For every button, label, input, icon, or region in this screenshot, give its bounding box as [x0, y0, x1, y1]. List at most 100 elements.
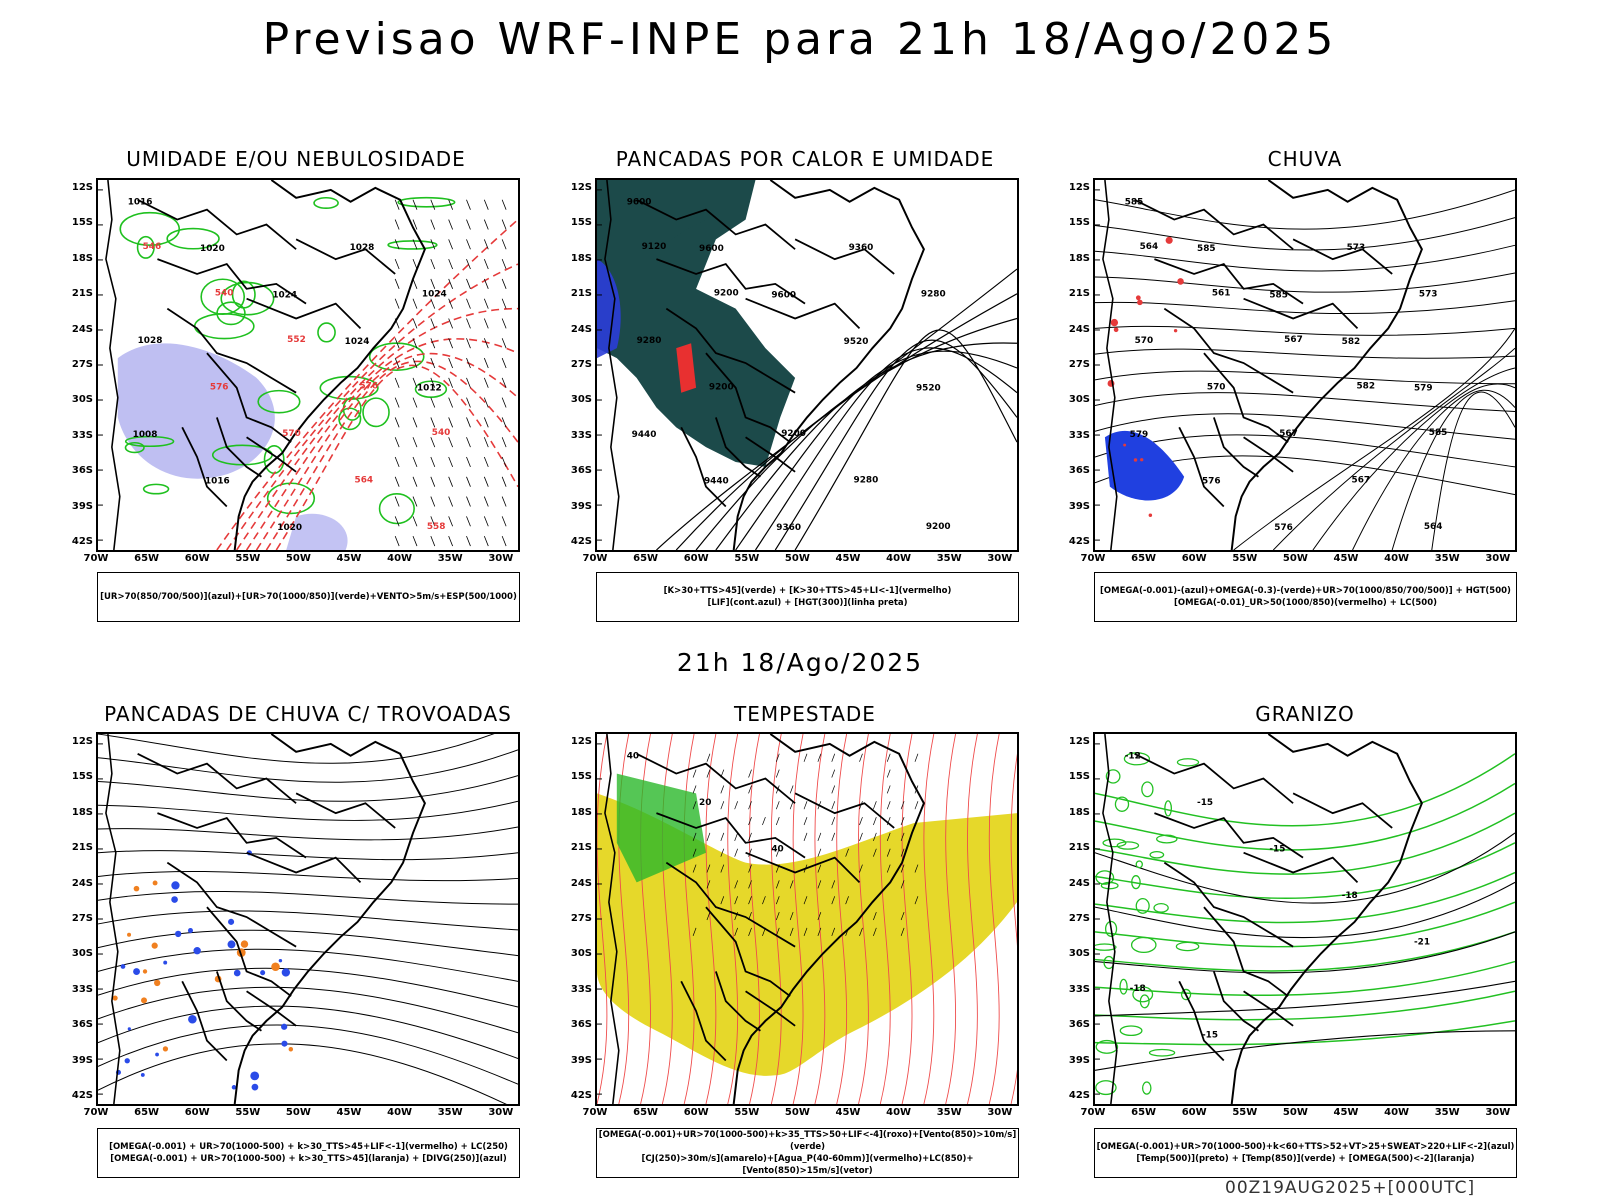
- latitude-tick-label: 18S: [71, 252, 93, 264]
- longitude-tick-label: 70W: [1080, 1107, 1106, 1118]
- longitude-tick-label: 70W: [582, 1107, 608, 1118]
- legend-line: [LIF](cont.azul) + [HGT(300)](linha pret…: [707, 598, 908, 608]
- longitude-tick-label: 65W: [1131, 1107, 1157, 1118]
- panel-legend: [OMEGA(-0.001)+UR>70(1000-500)+k<60+TTS>…: [1094, 1128, 1517, 1178]
- coastline: [732, 180, 925, 550]
- longitude-tick-label: 50W: [285, 1107, 311, 1118]
- longitude-tick-label: 45W: [835, 1107, 861, 1118]
- contour-label: 540: [215, 289, 234, 299]
- latitude-tick-label: 33S: [570, 429, 592, 441]
- longitude-tick-label: 55W: [235, 553, 261, 564]
- latitude-tick-label: 12S: [71, 182, 93, 193]
- longitude-tick-label: 35W: [936, 1107, 962, 1118]
- panel-legend: [K>30+TTS>45](verde) + [K>30+TTS>45+LI<-…: [596, 572, 1019, 622]
- latitude-tick-label: 27S: [570, 359, 592, 370]
- map-canvas: [98, 734, 518, 1104]
- contour-label: 576: [360, 382, 379, 392]
- contour-label: 582: [1342, 337, 1361, 347]
- map-canvas: 1016 1020 1024 1024 1012 1008 1016 1020 1028 1024…: [98, 180, 518, 550]
- contour-label: 9200: [926, 522, 951, 532]
- contour-label: 9280: [921, 290, 946, 300]
- contour-label: 1028: [138, 336, 163, 346]
- latitude-tick-label: 15S: [71, 771, 93, 783]
- latitude-tick-label: 21S: [1068, 842, 1090, 854]
- latitude-tick-label: 36S: [1068, 1019, 1090, 1031]
- longitude-tick-label: 60W: [683, 1107, 709, 1118]
- longitude-tick-label: 35W: [437, 553, 463, 564]
- contour-label: 585: [1429, 428, 1448, 438]
- contour-label: 40: [627, 752, 639, 762]
- contour-label: 570: [1207, 383, 1226, 393]
- contour-label: 1024: [345, 337, 370, 347]
- contour-label: 564: [1424, 522, 1443, 532]
- latitude-tick-label: 36S: [71, 465, 93, 477]
- map-canvas: 40 20 40: [597, 734, 1017, 1104]
- contour-label: 552: [287, 335, 306, 345]
- latitude-tick-label: 24S: [570, 323, 592, 335]
- forecast-map: 585 585 585 582 579 579 576 576 573 573 570 570 567 5…: [1093, 178, 1517, 552]
- legend-line: [OMEGA(-0.01)_UR>50(1000/850)(vermelho) …: [1173, 598, 1438, 608]
- contour-label: 9600: [627, 198, 652, 208]
- latitude-tick-label: 36S: [570, 465, 592, 477]
- legend-line: [OMEGA(-0.001)+UR>70(1000-500)+k>35_TTS>…: [598, 1130, 1017, 1152]
- latitude-tick-label: 24S: [570, 877, 592, 889]
- rain-area: [1104, 430, 1185, 501]
- latitude-tick-label: 21S: [570, 842, 592, 854]
- latitude-tick-label: 21S: [71, 842, 93, 854]
- contour-label: 570: [1135, 336, 1154, 346]
- contour-label: -12: [1125, 752, 1141, 762]
- panel-title: CHUVA: [1267, 147, 1343, 171]
- contour-label: 585: [1197, 244, 1216, 254]
- contour-label: 9520: [844, 337, 869, 347]
- run-info-label: 00Z19AUG2025+[000UTC]: [1225, 1178, 1476, 1198]
- latitude-tick-label: 21S: [71, 288, 93, 300]
- latitude-tick-label: 12S: [1068, 182, 1090, 193]
- contour-label: 585: [1269, 291, 1288, 301]
- legend-line: [OMEGA(-0.001) + UR>70(1000-500) + k>30_…: [109, 1142, 508, 1152]
- contour-label: -21: [1414, 938, 1430, 948]
- latitude-tick-label: 39S: [570, 500, 592, 512]
- latitude-tick-label: 30S: [1068, 948, 1090, 960]
- contour-label: 1012: [417, 384, 442, 394]
- contour-label: 9280: [854, 476, 879, 486]
- latitude-tick-label: 12S: [570, 736, 592, 747]
- longitude-tick-label: 35W: [936, 553, 962, 564]
- panel-title: GRANIZO: [1255, 702, 1355, 726]
- longitude-tick-label: 50W: [784, 1107, 810, 1118]
- panel-title: PANCADAS DE CHUVA C/ TROVOADAS: [104, 702, 512, 726]
- longitude-tick-label: 55W: [1232, 553, 1258, 564]
- latitude-tick-label: 30S: [71, 948, 93, 960]
- latitude-tick-label: 39S: [1068, 1054, 1090, 1066]
- forecast-map: 1016 1020 1024 1024 1012 1008 1016 1020 1028 1024…: [96, 178, 520, 552]
- legend-line: [OMEGA(-0.001)-(azul)+OMEGA(-0.3)-(verde…: [1100, 586, 1511, 596]
- longitude-tick-label: 30W: [987, 553, 1013, 564]
- latitude-tick-label: 27S: [71, 913, 93, 924]
- latitude-tick-label: 30S: [570, 948, 592, 960]
- contour-label: 1024: [422, 290, 447, 300]
- instability-area: [597, 180, 796, 467]
- latitude-tick-label: 15S: [1068, 217, 1090, 229]
- latitude-tick-label: 33S: [570, 983, 592, 995]
- latitude-tick-label: 27S: [71, 359, 93, 370]
- contour-label: -18: [1342, 891, 1358, 901]
- latitude-tick-label: 42S: [570, 1090, 592, 1101]
- panel-title: PANCADAS POR CALOR E UMIDADE: [615, 147, 995, 171]
- latitude-tick-label: 33S: [71, 429, 93, 441]
- contour-label: 576: [1274, 523, 1293, 533]
- longitude-tick-label: 55W: [734, 1107, 760, 1118]
- contour-label: 540: [432, 428, 451, 438]
- contour-label: 1020: [277, 523, 302, 533]
- coastline: [233, 734, 426, 1104]
- longitude-tick-label: 50W: [1282, 553, 1308, 564]
- longitude-tick-label: 55W: [1232, 1107, 1258, 1118]
- longitude-tick-label: 60W: [184, 1107, 210, 1118]
- longitude-tick-label: 35W: [1434, 1107, 1460, 1118]
- latitude-tick-label: 12S: [1068, 736, 1090, 747]
- latitude-tick-label: 27S: [570, 913, 592, 924]
- latitude-tick-label: 33S: [1068, 983, 1090, 995]
- latitude-tick-label: 18S: [570, 252, 592, 264]
- latitude-tick-label: 18S: [1068, 252, 1090, 264]
- legend-line: [OMEGA(-0.001) + UR>70(1000-500) + k>30_…: [110, 1154, 507, 1164]
- forecast-map: -12 -15 -15 -18 -21 -18 -15: [1093, 732, 1517, 1106]
- latitude-tick-label: 21S: [1068, 288, 1090, 300]
